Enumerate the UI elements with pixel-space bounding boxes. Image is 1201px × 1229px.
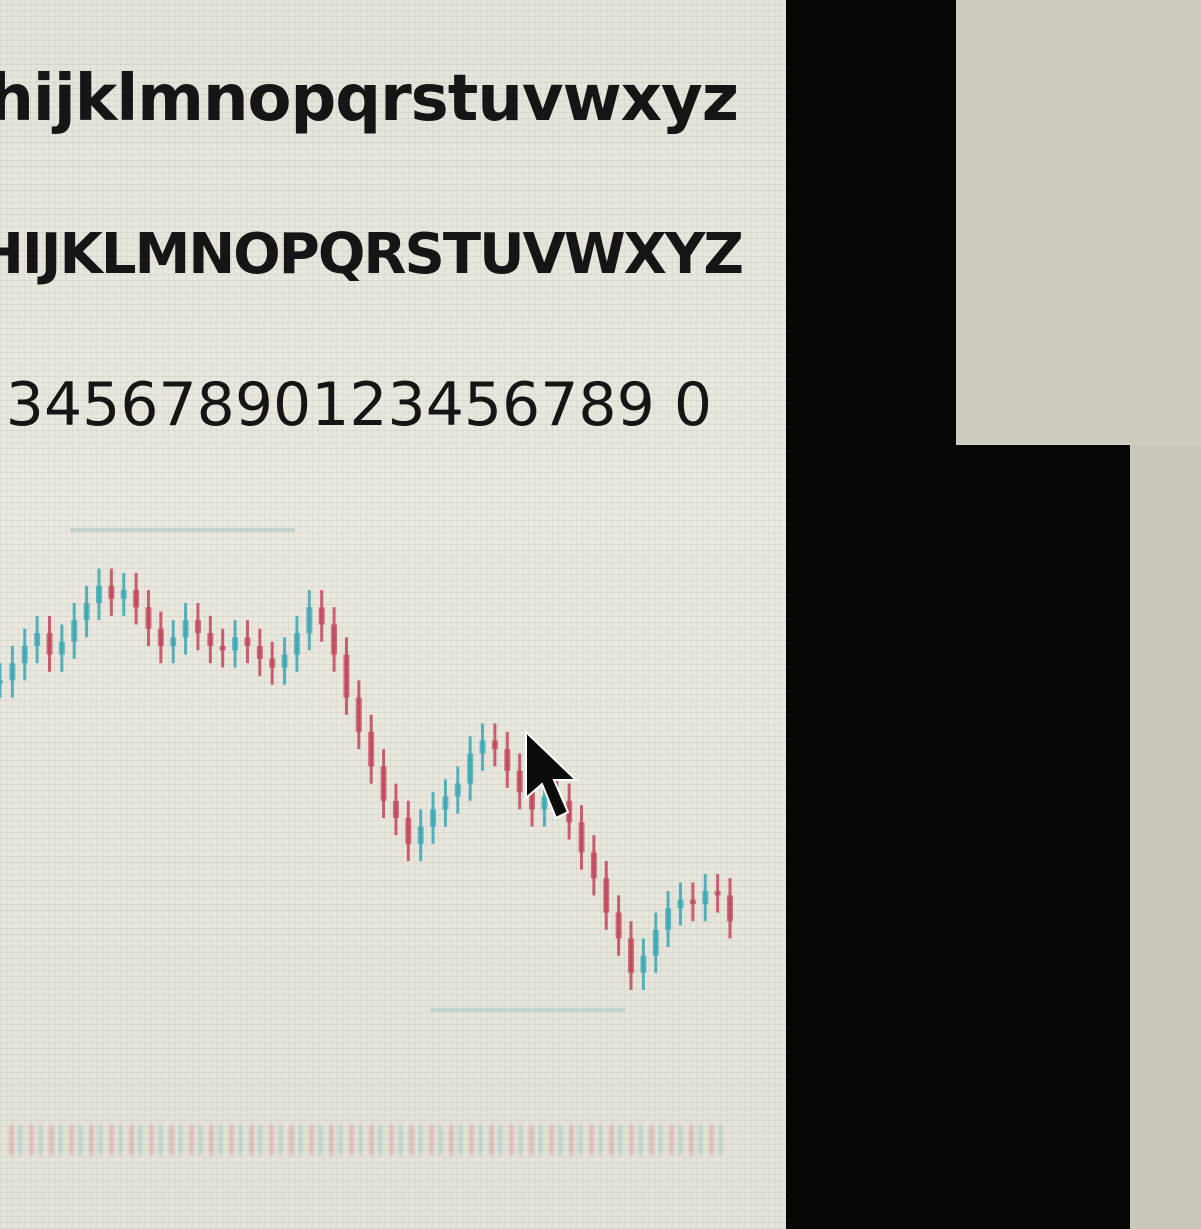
chart-candle <box>281 637 288 685</box>
monitor-bezel <box>786 0 956 1229</box>
chart-candle <box>194 603 201 651</box>
chart-candle <box>170 620 177 664</box>
chart-candle <box>343 637 350 715</box>
chart-candle <box>157 611 164 664</box>
chart-candle <box>405 800 412 861</box>
chart-candle <box>21 628 28 681</box>
chart-candle <box>392 783 399 836</box>
chart-candle <box>714 873 721 913</box>
chart-candle <box>578 805 585 870</box>
monitor-bezel-lower <box>955 445 1130 1229</box>
monitor-screen: hijklmnopqrstuvwxyz HIJKLMNOPQRSTUVWXYZ … <box>0 0 790 1229</box>
chart-candle <box>430 792 437 844</box>
chart-candle <box>256 628 263 677</box>
chart-candle <box>380 749 387 818</box>
chart-candle <box>702 873 709 922</box>
chart-candle <box>689 882 696 922</box>
background-surface <box>955 0 1201 445</box>
chart-candle <box>417 809 424 861</box>
chart-candle <box>355 680 362 750</box>
chart-candle <box>665 891 672 947</box>
chart-candle <box>615 895 622 956</box>
chart-candle <box>467 736 474 801</box>
lowercase-sample: hijklmnopqrstuvwxyz <box>0 62 739 136</box>
chart-candle <box>454 766 461 814</box>
chart-candle <box>108 568 115 616</box>
chart-candle <box>46 615 53 672</box>
chart-candle <box>640 938 647 990</box>
chart-candle <box>269 641 276 685</box>
chart-candle <box>34 615 41 664</box>
chart-candle <box>331 607 338 672</box>
chart-candle <box>727 878 733 939</box>
chart-candle <box>244 620 251 664</box>
chart-candle <box>71 603 78 659</box>
chart-candle <box>652 912 659 973</box>
chart-candle <box>120 572 127 616</box>
arrow-cursor-icon <box>525 729 579 820</box>
chart-candle <box>232 620 239 668</box>
chart-candle <box>677 882 684 926</box>
chart-candle <box>58 624 65 672</box>
chart-candle <box>83 585 90 638</box>
chart-candle <box>0 663 3 698</box>
chart-candle <box>442 779 449 827</box>
background-surface-lower <box>1130 445 1201 1229</box>
chart-candle <box>318 590 325 642</box>
chart-candle <box>628 921 635 990</box>
chart-header-strip <box>70 528 295 532</box>
digits-sample: 34567890123456789 0 <box>5 370 712 440</box>
chart-candle <box>491 723 498 767</box>
chart-candle <box>133 572 140 625</box>
faint-chart-row <box>10 1125 730 1155</box>
chart-candle <box>516 753 523 810</box>
chart-candle <box>306 590 313 651</box>
chart-candle <box>368 714 375 784</box>
chart-candle <box>207 615 214 664</box>
chart-candle <box>95 568 102 621</box>
chart-candle <box>590 835 597 896</box>
price-chart <box>0 528 733 1012</box>
uppercase-sample: HIJKLMNOPQRSTUVWXYZ <box>0 222 744 287</box>
chart-footer-strip <box>430 1008 625 1012</box>
chart-candle <box>293 615 300 672</box>
chart-candle <box>603 861 610 930</box>
chart-candle <box>145 590 152 646</box>
chart-candle <box>9 646 16 698</box>
chart-candle <box>219 628 226 668</box>
chart-candle <box>182 603 189 655</box>
chart-candle <box>479 723 486 771</box>
chart-candle <box>566 783 573 840</box>
chart-candle <box>504 732 511 788</box>
